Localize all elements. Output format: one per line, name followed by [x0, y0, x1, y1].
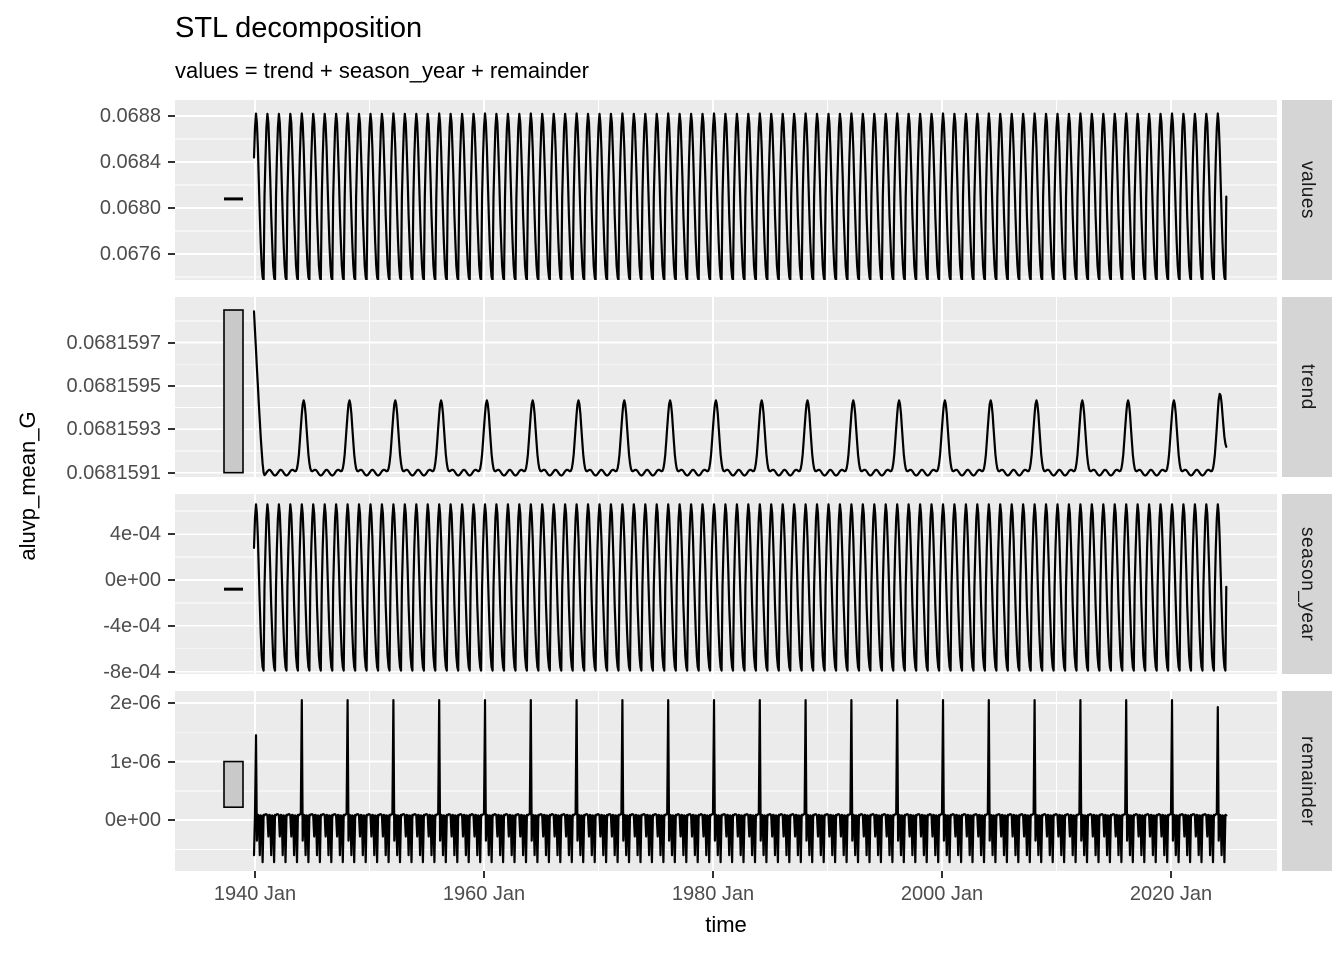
x-tick-label: 1980 Jan [671, 883, 755, 905]
y-tick-label: -4e-04 [103, 614, 161, 637]
values-range-bar [224, 197, 243, 201]
plot-subtitle: values = trend + season_year + remainder [175, 58, 589, 83]
values-series-line [252, 112, 1228, 280]
facet-strip-season_year: season_year [1282, 494, 1332, 674]
y-tick-label: 0.0680 [99, 197, 161, 219]
panel-trend [175, 297, 1277, 477]
panel-trend-canvas [175, 297, 1277, 477]
y-tick-mark [168, 578, 175, 581]
season_year-series-line [252, 503, 1228, 672]
x-tick-mark [254, 871, 256, 878]
gridlines [175, 297, 1277, 477]
facet-strip-trend: trend [1282, 297, 1332, 477]
x-axis-title: time [705, 912, 747, 937]
facet-strip-label: values [1297, 161, 1318, 219]
y-tick-mark [168, 533, 175, 536]
y-tick-label: 0.0676 [99, 243, 161, 265]
facet-strip-label: remainder [1297, 735, 1318, 827]
x-tick-label: 2000 Jan [900, 883, 984, 905]
x-tick-label: 2020 Jan [1129, 883, 1213, 905]
trend-series-line [252, 310, 1228, 477]
y-tick-mark [168, 114, 175, 117]
y-tick-label: 2e-06 [109, 692, 161, 714]
y-tick-mark [168, 702, 175, 704]
x-tick-mark [712, 871, 714, 878]
y-tick-mark [168, 624, 175, 627]
panel-season_year [175, 494, 1277, 674]
y-tick-mark [168, 341, 175, 344]
y-tick-label: 1e-06 [109, 750, 161, 773]
x-tick-label: 1940 Jan [213, 883, 297, 905]
panel-season_year-canvas [175, 494, 1277, 674]
y-tick-mark [168, 819, 175, 822]
panel-values-canvas [175, 100, 1277, 280]
facet-strip-label: season_year [1297, 526, 1318, 642]
plot-title: STL decomposition [175, 12, 423, 44]
y-tick-mark [168, 670, 175, 673]
y-tick-label: 4e-04 [109, 523, 161, 546]
facet-strip-label: trend [1297, 364, 1318, 410]
y-tick-mark [168, 471, 175, 474]
facet-strip-remainder: remainder [1282, 691, 1332, 871]
x-tick-mark [941, 871, 943, 878]
facet-strip-values: values [1282, 100, 1332, 280]
y-tick-mark [168, 253, 175, 255]
x-tick-mark [1170, 871, 1172, 878]
y-tick-mark [168, 760, 175, 763]
panel-values [175, 100, 1277, 280]
y-tick-label: 0.0681597 [66, 331, 161, 354]
panel-remainder-canvas [175, 691, 1277, 871]
x-tick-mark [483, 871, 485, 878]
x-tick-label: 1960 Jan [442, 883, 526, 905]
y-tick-label: 0e+00 [104, 809, 161, 832]
y-tick-label: -8e-04 [103, 660, 161, 683]
y-tick-label: 0.0681593 [66, 418, 161, 441]
y-tick-label: 0.0688 [99, 104, 161, 127]
y-tick-label: 0.0681591 [66, 461, 161, 484]
y-tick-mark [168, 207, 175, 209]
y-tick-mark [168, 160, 175, 163]
panel-remainder [175, 691, 1277, 871]
y-tick-mark [168, 384, 175, 387]
trend-range-bar [223, 309, 244, 474]
y-tick-label: 0e+00 [104, 568, 161, 591]
y-tick-label: 0.0681595 [66, 374, 161, 397]
y-tick-mark [168, 428, 175, 431]
season_year-range-bar [224, 587, 243, 591]
remainder-series-line [252, 699, 1228, 864]
remainder-range-bar [223, 760, 244, 808]
y-tick-label: 0.0684 [99, 150, 161, 173]
